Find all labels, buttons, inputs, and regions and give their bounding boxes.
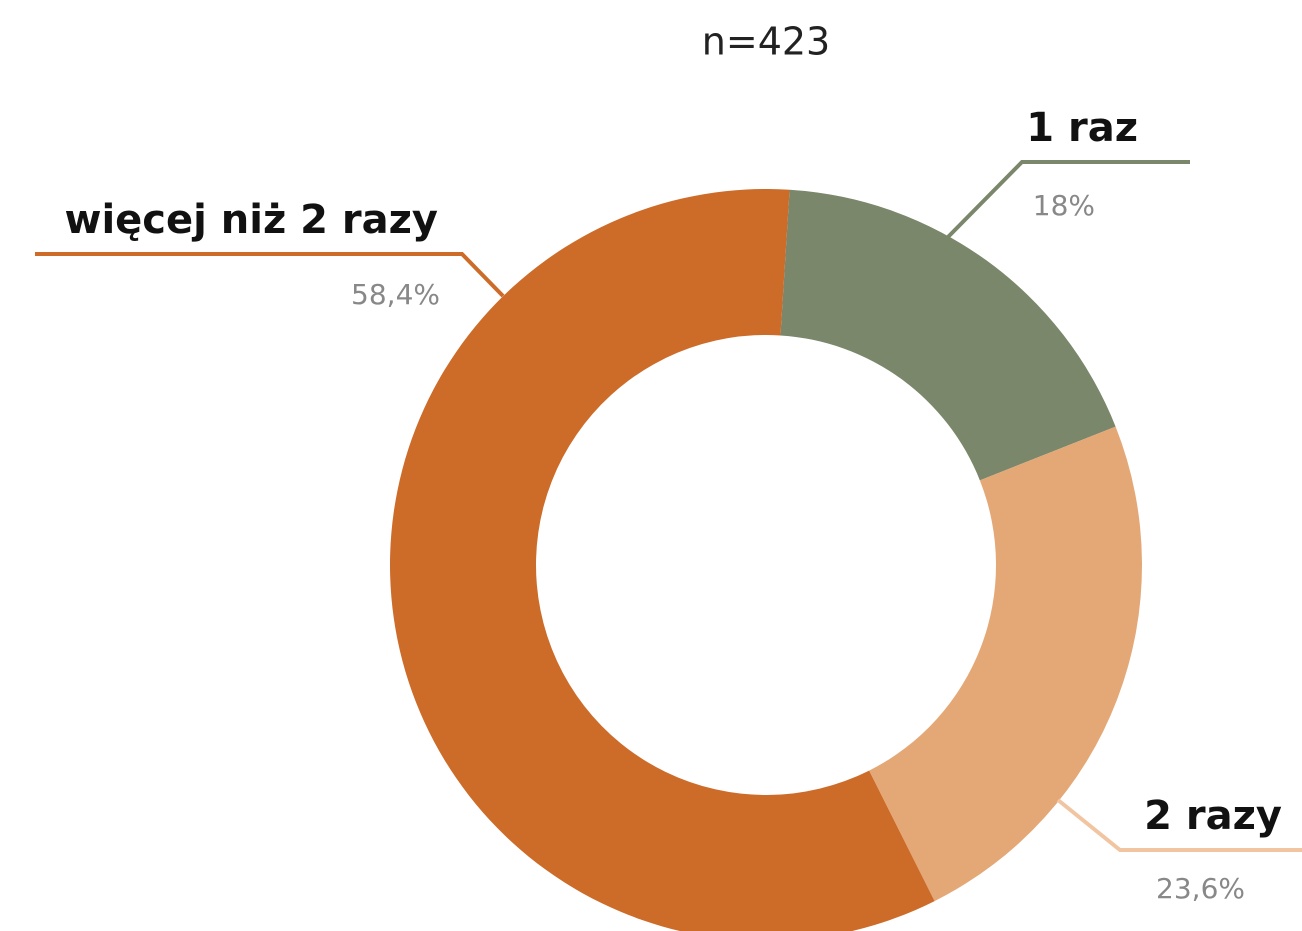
value-label: 18% xyxy=(1033,189,1095,222)
chart-title: n=423 xyxy=(702,20,830,64)
value-label: 23,6% xyxy=(1156,872,1245,905)
leader-line xyxy=(946,160,1190,239)
leader-line xyxy=(1056,798,1302,852)
category-label: 2 razy xyxy=(1144,793,1282,839)
category-label: więcej niż 2 razy xyxy=(65,197,439,243)
leader-line xyxy=(35,252,505,298)
category-label: 1 raz xyxy=(1026,105,1138,151)
donut-slice xyxy=(390,189,935,931)
value-label: 58,4% xyxy=(351,278,440,311)
donut-slice xyxy=(869,426,1142,902)
donut-slice xyxy=(780,189,1116,481)
